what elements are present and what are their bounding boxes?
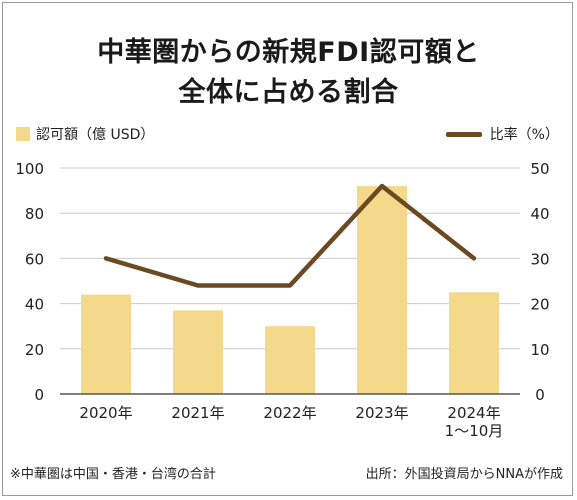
bar — [265, 326, 315, 394]
y-left-tick-label: 0 — [34, 386, 44, 404]
footnote-source: 出所：外国投資局からNNAが作成 — [365, 467, 563, 482]
chart-frame — [2, 2, 573, 496]
bar — [449, 292, 499, 394]
x-tick-label: 2023年 — [355, 404, 408, 422]
legend-bar-label: 認可額（億 USD） — [36, 127, 155, 143]
x-tick-label: 2024年 1〜10月 — [445, 404, 504, 440]
x-tick-label: 2021年 — [171, 404, 224, 422]
y-left-tick-label: 80 — [25, 205, 44, 223]
legend-line-swatch — [445, 131, 482, 137]
x-tick-label: 2022年 — [263, 404, 316, 422]
y-right-tick-label: 40 — [530, 205, 549, 223]
legend-bar: 認可額（億 USD） — [16, 124, 154, 144]
bar — [81, 294, 131, 394]
bar — [173, 310, 223, 394]
legend-line: 比率（%） — [445, 124, 559, 144]
legend-bar-swatch — [16, 127, 30, 141]
chart-title-line1: 中華圏からの新規FDI認可額と — [97, 37, 480, 68]
y-right-tick-label: 50 — [530, 160, 549, 178]
y-right-tick-label: 20 — [530, 296, 549, 314]
chart-title-line2: 全体に占める割合 — [178, 77, 399, 108]
y-right-tick-label: 10 — [530, 341, 549, 359]
line-series-ratio — [103, 183, 477, 288]
x-tick-label: 2020年 — [79, 404, 132, 422]
bar — [357, 186, 407, 394]
y-left-tick-label: 60 — [25, 250, 44, 268]
y-left-tick-label: 40 — [25, 296, 44, 314]
y-left-tick-label: 100 — [15, 160, 44, 178]
legend-line-label: 比率（%） — [489, 127, 559, 143]
y-right-tick-label: 0 — [535, 386, 545, 404]
y-left-tick-label: 20 — [25, 341, 44, 359]
y-right-tick-label: 30 — [530, 250, 549, 268]
footnote-note: ※中華圏は中国・香港・台湾の合計 — [10, 467, 216, 482]
